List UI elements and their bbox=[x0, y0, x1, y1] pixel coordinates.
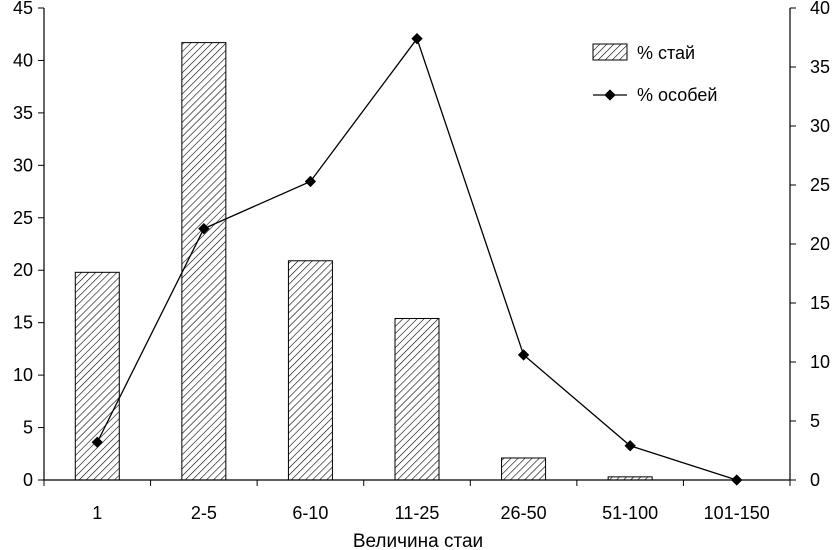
left-tick-label: 20 bbox=[13, 260, 33, 280]
left-tick-label: 15 bbox=[13, 313, 33, 333]
right-tick-label: 20 bbox=[810, 234, 830, 254]
line-point-2-5 bbox=[198, 223, 210, 235]
x-tick-label: 26-50 bbox=[501, 503, 547, 523]
left-tick-label: 30 bbox=[13, 155, 33, 175]
line-point-26-50 bbox=[517, 349, 530, 361]
bar-2-5 bbox=[181, 42, 227, 481]
legend-label-line: % особей bbox=[637, 85, 717, 105]
left-tick-label: 0 bbox=[23, 470, 33, 490]
line-point-101-150 bbox=[731, 474, 743, 486]
x-tick-label: 1 bbox=[92, 503, 102, 523]
left-tick-label: 45 bbox=[13, 0, 33, 18]
left-tick-label: 35 bbox=[13, 103, 33, 123]
right-tick-label: 15 bbox=[810, 293, 830, 313]
x-tick-label: 2-5 bbox=[191, 503, 217, 523]
legend-marker-line bbox=[604, 89, 616, 101]
bar-1 bbox=[74, 271, 120, 481]
right-tick-label: 25 bbox=[810, 175, 830, 195]
right-tick-label: 0 bbox=[810, 470, 820, 490]
x-axis-title: Величина стаи bbox=[353, 531, 483, 550]
left-tick-label: 5 bbox=[23, 418, 33, 438]
legend-swatch-bars bbox=[592, 43, 628, 61]
bar-6-10 bbox=[287, 260, 333, 481]
x-tick-label: 11-25 bbox=[395, 503, 440, 523]
legend-label-bars: % стай bbox=[637, 43, 695, 63]
left-tick-label: 25 bbox=[13, 208, 33, 228]
legend: % стай % особей bbox=[592, 43, 717, 105]
x-tick-label: 101-150 bbox=[704, 503, 770, 523]
x-tick-label: 51-100 bbox=[602, 503, 658, 523]
right-tick-label: 10 bbox=[810, 352, 830, 372]
bar-11-25 bbox=[394, 317, 440, 481]
right-tick-label: 35 bbox=[810, 57, 830, 77]
bar-26-50 bbox=[501, 457, 547, 481]
plot-area: 0 5 10 15 20 25 30 35 40 45 0 5 10 15 20 25 30 35 40 1 2-5 6-… bbox=[13, 0, 830, 523]
x-tick-label: 6-10 bbox=[292, 503, 328, 523]
line-point-51-100 bbox=[624, 440, 636, 452]
right-tick-label: 30 bbox=[810, 116, 830, 136]
line-point-11-25 bbox=[411, 33, 423, 45]
left-tick-label: 40 bbox=[13, 50, 33, 70]
right-tick-label: 5 bbox=[810, 411, 820, 431]
right-tick-label: 40 bbox=[810, 0, 830, 18]
line-point-6-10 bbox=[304, 175, 317, 188]
left-tick-label: 10 bbox=[13, 365, 33, 385]
